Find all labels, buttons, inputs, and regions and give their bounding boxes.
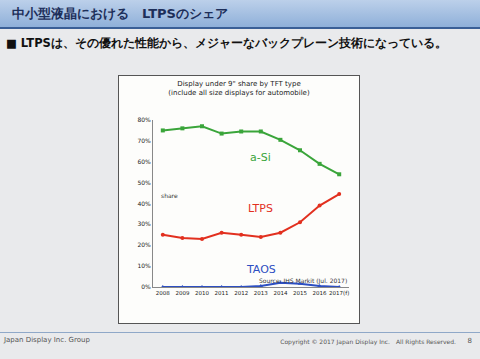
svg-text:20%: 20% — [137, 241, 151, 248]
svg-text:Source: IHS Markit (Jul. 2017): Source: IHS Markit (Jul. 2017) — [259, 277, 347, 285]
svg-text:2016: 2016 — [313, 290, 327, 296]
svg-text:2014: 2014 — [273, 290, 287, 296]
svg-text:10%: 10% — [137, 262, 151, 269]
svg-text:2017(f): 2017(f) — [329, 290, 349, 296]
svg-text:2015: 2015 — [293, 290, 307, 296]
html-text:■ LTPSは、その優れた性能から、メジャーなバックプレーン: ■ LTPSは、その優れた性能から、メジャーなバックプレーン技術になっている。 — [6, 36, 447, 50]
svg-text:2008: 2008 — [156, 290, 170, 296]
svg-text:80%: 80% — [137, 116, 151, 123]
svg-text:50%: 50% — [137, 179, 151, 186]
html-text:Japan Display Inc. Group: Japan Display Inc. Group — [4, 336, 90, 344]
svg-text:2009: 2009 — [175, 290, 189, 296]
svg-text:LTPS: LTPS — [248, 202, 273, 215]
svg-text:2010: 2010 — [195, 290, 209, 296]
html-text:8: 8 — [467, 337, 472, 345]
svg-text:2012: 2012 — [234, 290, 248, 296]
svg-text:TAOS: TAOS — [246, 263, 276, 276]
svg-text:2013: 2013 — [254, 290, 268, 296]
svg-text:70%: 70% — [137, 137, 151, 144]
svg-text:60%: 60% — [137, 158, 151, 165]
html-text:Copyright © 2017 Japan Display: Copyright © 2017 Japan Display Inc. All … — [280, 338, 456, 345]
html-text:中小型液晶における LTPSのシェア: 中小型液晶における LTPSのシェア — [12, 6, 228, 21]
svg-text:0%: 0% — [141, 283, 151, 290]
svg-text:2011: 2011 — [215, 290, 229, 296]
svg-text:Display under 9" share by TFT: Display under 9" share by TFT type(inclu… — [168, 80, 310, 97]
svg-text:share: share — [161, 192, 178, 199]
svg-text:40%: 40% — [137, 200, 151, 207]
svg-text:a-Si: a-Si — [250, 151, 271, 164]
svg-text:30%: 30% — [137, 220, 151, 227]
